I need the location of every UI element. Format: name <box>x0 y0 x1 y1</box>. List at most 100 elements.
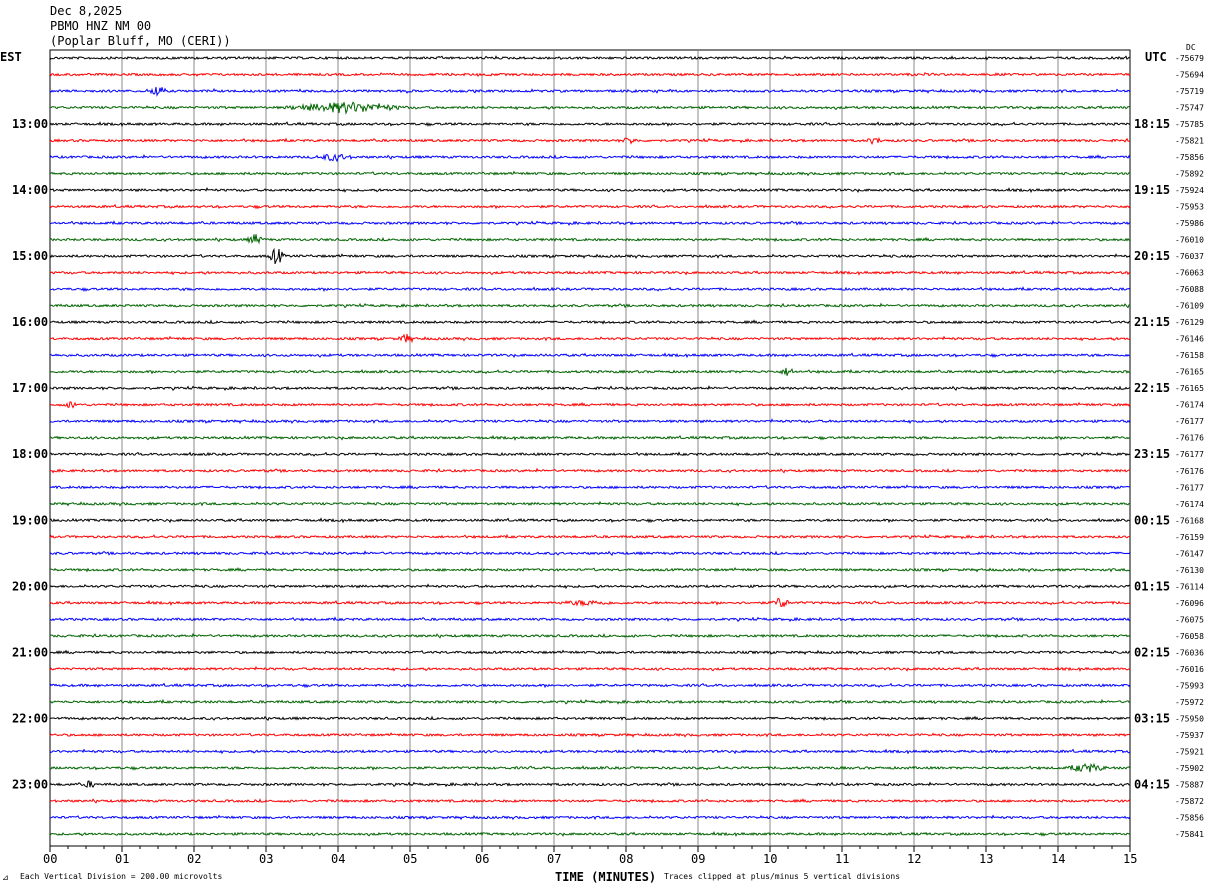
dc-value: -75785 <box>1175 120 1204 129</box>
dc-value: -75953 <box>1175 203 1204 212</box>
scale-note: Each Vertical Division = 200.00 microvol… <box>20 872 222 881</box>
seismic-trace <box>49 780 1131 789</box>
dc-value: -75856 <box>1175 813 1204 822</box>
left-hour-label: 18:00 <box>12 447 48 461</box>
seismic-trace <box>49 500 1131 507</box>
x-tick-label: 04 <box>331 852 345 866</box>
right-hour-label: 18:15 <box>1134 117 1170 131</box>
dc-value: -76058 <box>1175 632 1204 641</box>
seismic-trace <box>49 762 1131 773</box>
dc-value: -75993 <box>1175 681 1204 690</box>
seismic-trace <box>49 798 1131 804</box>
dc-value: -76130 <box>1175 566 1204 575</box>
left-hour-label: 19:00 <box>12 513 48 527</box>
seismic-trace <box>49 484 1131 490</box>
seismic-trace <box>49 814 1131 821</box>
right-hour-label: 20:15 <box>1134 249 1170 263</box>
dc-value: -76036 <box>1175 648 1204 657</box>
dc-value: -75924 <box>1175 186 1204 195</box>
x-tick-label: 10 <box>763 852 777 866</box>
seismic-trace <box>49 203 1131 210</box>
seismic-trace <box>49 319 1131 325</box>
left-hour-label: 13:00 <box>12 117 48 131</box>
dc-value: -75972 <box>1175 698 1204 707</box>
x-tick-label: 05 <box>403 852 417 866</box>
dc-value: -76096 <box>1175 599 1204 608</box>
left-hour-label: 15:00 <box>12 249 48 263</box>
location-label: (Poplar Bluff, MO (CERI)) <box>50 34 231 48</box>
dc-value: -75694 <box>1175 71 1204 80</box>
dc-value: -76177 <box>1175 450 1204 459</box>
seismic-trace <box>49 153 1131 163</box>
x-tick-label: 01 <box>115 852 129 866</box>
seismic-trace <box>49 715 1131 722</box>
seismic-trace <box>49 698 1131 705</box>
seismic-trace <box>49 533 1130 540</box>
left-hour-label: 14:00 <box>12 183 48 197</box>
dc-value: -76075 <box>1175 615 1204 624</box>
dc-value: -75821 <box>1175 137 1204 146</box>
seismic-trace <box>49 566 1131 573</box>
station-label: PBMO HNZ NM 00 <box>50 19 151 33</box>
seismic-trace <box>49 517 1131 524</box>
seismic-trace <box>49 583 1131 590</box>
left-hour-label: 17:00 <box>12 381 48 395</box>
dc-value: -75747 <box>1175 104 1204 113</box>
dc-value: -76177 <box>1175 417 1204 426</box>
dc-value: -75719 <box>1175 87 1204 96</box>
dc-value: -75986 <box>1175 219 1204 228</box>
right-hour-label: 22:15 <box>1134 381 1170 395</box>
dc-value: -76165 <box>1175 384 1204 393</box>
left-timezone-label: EST <box>0 50 22 64</box>
right-hour-label: 02:15 <box>1134 645 1170 659</box>
x-tick-label: 14 <box>1051 852 1065 866</box>
dc-value: -75679 <box>1175 54 1204 63</box>
x-tick-label: 13 <box>979 852 993 866</box>
seismic-trace <box>49 234 1131 245</box>
dc-label: DC <box>1186 43 1196 52</box>
date-label: Dec 8,2025 <box>50 4 122 18</box>
dc-value: -75902 <box>1175 764 1204 773</box>
seismic-trace <box>49 831 1131 838</box>
seismic-trace <box>49 220 1131 226</box>
x-tick-label: 12 <box>907 852 921 866</box>
dc-value: -76016 <box>1175 665 1204 674</box>
dc-value: -76063 <box>1175 269 1204 278</box>
x-tick-label: 15 <box>1123 852 1137 866</box>
seismic-trace <box>49 269 1131 276</box>
left-hour-label: 22:00 <box>12 711 48 725</box>
seismic-trace <box>49 121 1131 128</box>
seismic-trace <box>49 367 1130 376</box>
seismic-trace <box>49 385 1131 392</box>
right-hour-label: 04:15 <box>1134 777 1170 791</box>
seismic-trace <box>49 187 1131 194</box>
dc-value: -76176 <box>1175 467 1204 476</box>
x-tick-label: 11 <box>835 852 849 866</box>
seismic-trace <box>50 333 1131 344</box>
seismic-trace <box>49 247 1131 264</box>
seismic-trace <box>49 55 1130 61</box>
x-tick-label: 08 <box>619 852 633 866</box>
seismic-trace <box>49 418 1131 425</box>
seismic-trace <box>49 550 1131 556</box>
right-hour-label: 01:15 <box>1134 579 1170 593</box>
left-hour-label: 21:00 <box>12 645 48 659</box>
seismic-trace <box>49 352 1131 359</box>
dc-value: -76129 <box>1175 318 1204 327</box>
dc-value: -76114 <box>1175 582 1204 591</box>
seismic-trace <box>49 682 1131 689</box>
seismic-trace <box>49 597 1131 607</box>
seismic-trace <box>49 101 1130 115</box>
left-hour-label: 23:00 <box>12 777 48 791</box>
right-hour-label: 00:15 <box>1134 513 1170 527</box>
dc-value: -76109 <box>1175 302 1204 311</box>
dc-value: -75841 <box>1175 830 1204 839</box>
seismic-trace <box>49 86 1131 97</box>
dc-value: -76010 <box>1175 236 1204 245</box>
x-tick-label: 06 <box>475 852 489 866</box>
x-axis-label: TIME (MINUTES) <box>555 870 656 884</box>
dc-value: -75950 <box>1175 714 1204 723</box>
dc-value: -76176 <box>1175 434 1204 443</box>
seismic-trace <box>49 732 1131 738</box>
